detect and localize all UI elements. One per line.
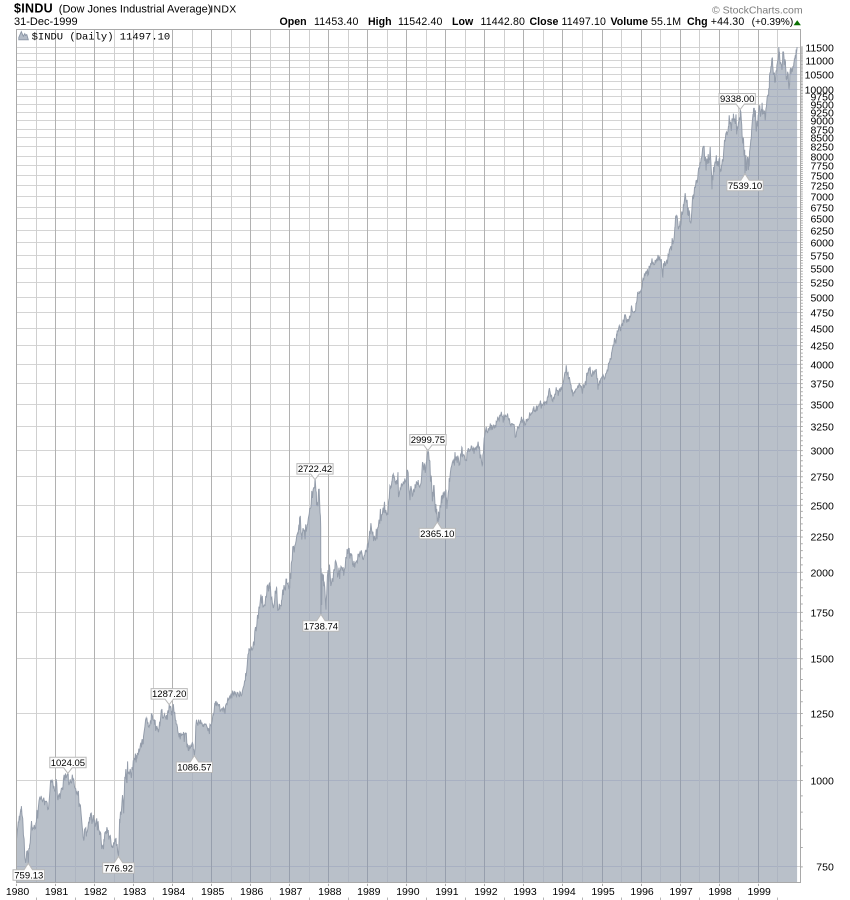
svg-text:3500: 3500 [810,400,834,412]
svg-text:8500: 8500 [810,133,834,145]
svg-text:1988: 1988 [318,886,342,898]
svg-text:8000: 8000 [810,152,834,164]
svg-text:11542.40: 11542.40 [398,16,443,28]
svg-text:1998: 1998 [708,886,732,898]
svg-text:11000: 11000 [805,56,834,68]
svg-text:7750: 7750 [810,161,834,173]
svg-text:1986: 1986 [240,886,264,898]
svg-text:1984: 1984 [162,886,186,898]
svg-text:1500: 1500 [810,654,834,666]
svg-text:11500: 11500 [805,43,834,55]
svg-text:1983: 1983 [123,886,147,898]
svg-text:1086.57: 1086.57 [177,763,211,774]
svg-text:Close: Close [530,16,559,28]
svg-text:4750: 4750 [810,308,834,320]
svg-text:1981: 1981 [45,886,69,898]
svg-text:2722.42: 2722.42 [298,464,332,475]
svg-text:11453.40: 11453.40 [314,16,359,28]
svg-text:2500: 2500 [810,501,834,513]
svg-text:6250: 6250 [810,226,834,238]
svg-text:(+0.39%): (+0.39%) [752,17,794,28]
svg-text:1000: 1000 [810,776,834,788]
svg-text:9750: 9750 [810,92,834,104]
svg-text:High: High [368,16,392,28]
svg-text:Low: Low [452,16,474,28]
svg-text:6750: 6750 [810,203,834,215]
svg-text:776.92: 776.92 [104,863,133,874]
svg-text:1993: 1993 [513,886,537,898]
svg-text:Chg: Chg [687,16,708,28]
svg-text:2365.10: 2365.10 [420,529,454,540]
svg-text:3750: 3750 [810,379,834,391]
svg-text:5750: 5750 [810,251,834,263]
svg-text:1250: 1250 [810,709,834,721]
svg-text:INDX: INDX [210,4,236,16]
svg-text:6000: 6000 [810,238,834,250]
svg-text:1024.05: 1024.05 [51,758,85,769]
svg-text:9250: 9250 [810,108,834,120]
svg-text:11497.10: 11497.10 [562,16,607,28]
svg-text:5500: 5500 [810,264,834,276]
svg-text:9500: 9500 [810,100,834,112]
svg-text:7000: 7000 [810,192,834,204]
svg-text:2750: 2750 [810,472,834,484]
svg-text:3000: 3000 [810,446,834,458]
svg-text:55.1M: 55.1M [651,16,681,28]
svg-text:2999.75: 2999.75 [411,435,445,446]
svg-text:8250: 8250 [810,142,834,154]
svg-text:1999: 1999 [748,886,772,898]
svg-text:7250: 7250 [810,181,834,193]
svg-text:11442.80: 11442.80 [481,16,526,28]
svg-text:2250: 2250 [810,532,834,544]
svg-text:1287.20: 1287.20 [152,689,186,700]
svg-text:4250: 4250 [810,341,834,353]
svg-text:$INDU (Daily) 11497.10: $INDU (Daily) 11497.10 [32,31,171,43]
svg-text:31-Dec-1999: 31-Dec-1999 [14,16,78,28]
svg-text:© StockCharts.com: © StockCharts.com [712,4,803,16]
svg-text:6500: 6500 [810,214,834,226]
svg-text:$INDU: $INDU [14,2,53,16]
svg-text:(Dow Jones Industrial Average): (Dow Jones Industrial Average) [59,4,212,16]
svg-text:1991: 1991 [435,886,459,898]
svg-text:1997: 1997 [669,886,693,898]
svg-text:1738.74: 1738.74 [304,621,338,632]
svg-text:1990: 1990 [396,886,420,898]
svg-text:1750: 1750 [810,608,834,620]
svg-text:9000: 9000 [810,116,834,128]
svg-text:+44.30: +44.30 [711,16,745,28]
svg-text:4000: 4000 [810,360,834,372]
svg-text:Volume: Volume [611,16,649,28]
svg-text:3250: 3250 [810,422,834,434]
svg-text:759.13: 759.13 [14,870,43,881]
svg-text:Open: Open [280,16,307,28]
svg-text:1980: 1980 [6,886,30,898]
svg-text:1992: 1992 [474,886,498,898]
svg-text:7539.10: 7539.10 [728,181,762,192]
svg-text:1996: 1996 [630,886,654,898]
svg-text:1994: 1994 [552,886,576,898]
svg-text:2000: 2000 [810,568,834,580]
svg-text:5000: 5000 [810,293,834,305]
svg-text:9338.00: 9338.00 [720,94,754,105]
svg-text:8750: 8750 [810,125,834,137]
svg-text:7500: 7500 [810,171,834,183]
svg-text:10500: 10500 [805,70,834,82]
svg-text:1995: 1995 [591,886,615,898]
svg-text:10000: 10000 [805,85,834,97]
svg-text:1987: 1987 [279,886,303,898]
svg-text:1985: 1985 [201,886,225,898]
svg-text:4500: 4500 [810,324,834,336]
svg-text:5250: 5250 [810,278,834,290]
svg-text:750: 750 [816,862,834,874]
svg-text:1982: 1982 [84,886,108,898]
svg-text:1989: 1989 [357,886,381,898]
